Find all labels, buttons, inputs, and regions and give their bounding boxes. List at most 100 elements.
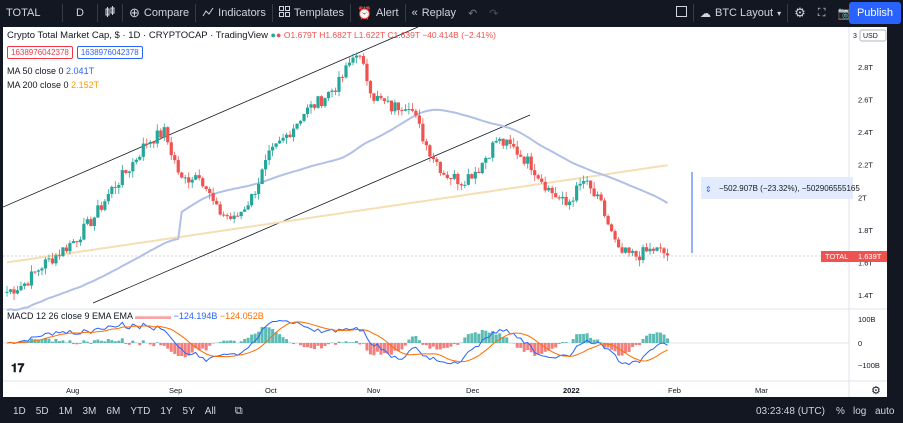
divider (350, 4, 351, 22)
price-chart[interactable]: ⇕ −502.907B (−23.32%), −502906555165 2.8… (3, 27, 887, 397)
legend-ma200-row[interactable]: MA 200 close 0 2.152T (7, 80, 99, 90)
candle-body (487, 157, 491, 159)
macd-histogram-bar (547, 343, 551, 351)
redo-button[interactable]: ↷ (483, 0, 504, 26)
chart-style-button[interactable] (98, 0, 122, 26)
compare-button[interactable]: ⊕ Compare (123, 0, 195, 26)
date-range-icon[interactable]: ⧉ (234, 405, 243, 417)
candle-body (47, 258, 51, 260)
legend-ma50-row[interactable]: MA 50 close 0 2.041T (7, 66, 94, 76)
time-tick-label: Aug (66, 386, 79, 395)
candle-body (284, 134, 289, 138)
percent-toggle[interactable]: % (836, 406, 845, 417)
redo-icon: ↷ (489, 7, 499, 20)
macd-histogram-bar (641, 338, 645, 343)
legend-dots-icon[interactable]: ● (270, 30, 276, 40)
ma200-line[interactable] (6, 164, 668, 264)
channel-top-line[interactable] (3, 27, 419, 208)
gear-icon[interactable]: ⚙ (871, 385, 881, 397)
timeframe-5y[interactable]: 5Y (182, 406, 195, 417)
value-box-1[interactable]: 1638976042378 (7, 46, 73, 59)
timeframe-1y[interactable]: 1Y (160, 406, 173, 417)
timeframe-5d[interactable]: 5D (35, 406, 49, 417)
candle-body (470, 174, 474, 179)
time-tick-label: Nov (367, 386, 381, 395)
settings-button[interactable]: ⚙ (788, 0, 812, 26)
candle-body (159, 130, 163, 138)
value-box-2[interactable]: 1638976042378 (76, 46, 143, 59)
publish-button[interactable]: Publish (849, 2, 901, 24)
macd-histogram-bar (484, 330, 488, 343)
price-axis[interactable]: 2.8T 2.6T 2.4T 2.2T 2T 1.8T 1.6T 1.4T (858, 63, 873, 300)
macd-histogram-bar (246, 337, 250, 343)
timeframe-1d[interactable]: 1D (13, 406, 26, 417)
fullscreen-button[interactable] (670, 0, 693, 26)
timeframe-3m[interactable]: 3M (82, 406, 97, 417)
undo-button[interactable]: ↶ (462, 0, 483, 26)
ma50-line[interactable] (6, 108, 669, 312)
macd-histogram-bar (96, 339, 100, 343)
candle-body (75, 241, 79, 243)
channel-bottom-line[interactable] (92, 114, 531, 304)
chart-panel[interactable]: ⇕ −502.907B (−23.32%), −502906555165 2.8… (3, 27, 887, 397)
macd-pane[interactable] (3, 320, 849, 366)
snapshot-button[interactable]: 📷 (831, 0, 858, 26)
clock-label[interactable]: 03:23:48 (UTC) (756, 406, 825, 417)
divider (271, 4, 273, 22)
legend-macd-row[interactable]: MACD 12 26 close 9 EMA EMA ▬▬▬▬ −124.194… (7, 311, 264, 321)
candle-body (358, 55, 362, 57)
candle-body (393, 102, 397, 112)
candle-body (337, 76, 341, 92)
candle-body (456, 173, 460, 185)
log-toggle[interactable]: log (853, 406, 867, 417)
macd-tick-label: 100B (858, 315, 876, 324)
macd-histogram-bar (596, 339, 600, 343)
auto-toggle[interactable]: auto (875, 406, 895, 417)
candle-body (665, 253, 670, 256)
candle-body (312, 104, 317, 108)
macd-histogram-bar (204, 343, 208, 351)
macd-histogram-bar (313, 343, 317, 350)
expand-icon: ⛶ (817, 6, 826, 19)
macd-histogram-bar (533, 343, 537, 356)
alert-button[interactable]: ⏰ Alert (351, 0, 405, 26)
candle-body (180, 172, 184, 178)
candle-body (50, 258, 55, 264)
candle-body (620, 247, 624, 253)
timeframe-ytd[interactable]: YTD (130, 406, 151, 417)
macd-histogram-bar (229, 340, 233, 343)
price-tick-label: 1.8T (858, 226, 873, 235)
ma50-value: 2.041T (66, 66, 95, 76)
timeframe-1m[interactable]: 1M (58, 406, 73, 417)
currency-label: USD (863, 33, 878, 40)
candle-body (236, 215, 240, 217)
replay-button[interactable]: «Replay (406, 0, 462, 26)
templates-button[interactable]: Templates (273, 0, 350, 26)
macd-histogram-bar (666, 338, 670, 343)
timeframe-all[interactable]: All (204, 406, 216, 417)
interval-button[interactable]: D (63, 0, 97, 26)
layout-button[interactable]: ☁ BTC Layout ▾ (694, 0, 787, 26)
candle-body (15, 290, 20, 294)
macd-histogram-bar (414, 336, 418, 343)
macd-histogram-bar (417, 340, 421, 343)
candle-body (141, 143, 145, 157)
candles-group[interactable] (5, 52, 670, 300)
macd-histogram-bar (627, 343, 631, 352)
macd-histogram-bar (337, 341, 341, 343)
candle-body (243, 209, 247, 212)
macd-histogram-bar (505, 337, 509, 343)
measure-tool-box[interactable] (701, 177, 853, 199)
fullscreen-toggle-button[interactable]: ⛶ (812, 0, 832, 26)
time-axis[interactable]: Aug Sep Oct Nov Dec 2022 Feb Mar (66, 386, 768, 395)
macd-axis[interactable]: 100B 0 −100B (858, 315, 880, 370)
macd-histogram-bar (127, 343, 131, 345)
candle-body (368, 81, 373, 94)
currency-select[interactable] (859, 29, 887, 42)
timeframe-6m[interactable]: 6M (106, 406, 121, 417)
macd-histogram-bar (477, 333, 481, 343)
symbol-search[interactable]: TOTAL (0, 0, 62, 26)
alert-label: Alert (375, 7, 399, 19)
macd-histogram-bar (575, 334, 579, 343)
indicators-button[interactable]: Indicators (196, 0, 272, 26)
